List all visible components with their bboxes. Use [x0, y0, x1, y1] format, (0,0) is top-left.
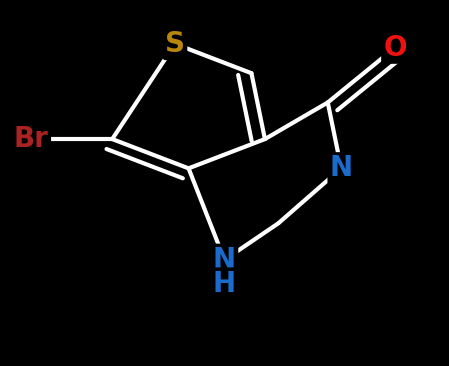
Text: N: N	[330, 154, 353, 182]
Text: Br: Br	[14, 125, 49, 153]
Text: O: O	[383, 34, 407, 61]
Text: S: S	[165, 30, 185, 58]
Text: H: H	[213, 270, 236, 298]
Text: N: N	[213, 246, 236, 274]
